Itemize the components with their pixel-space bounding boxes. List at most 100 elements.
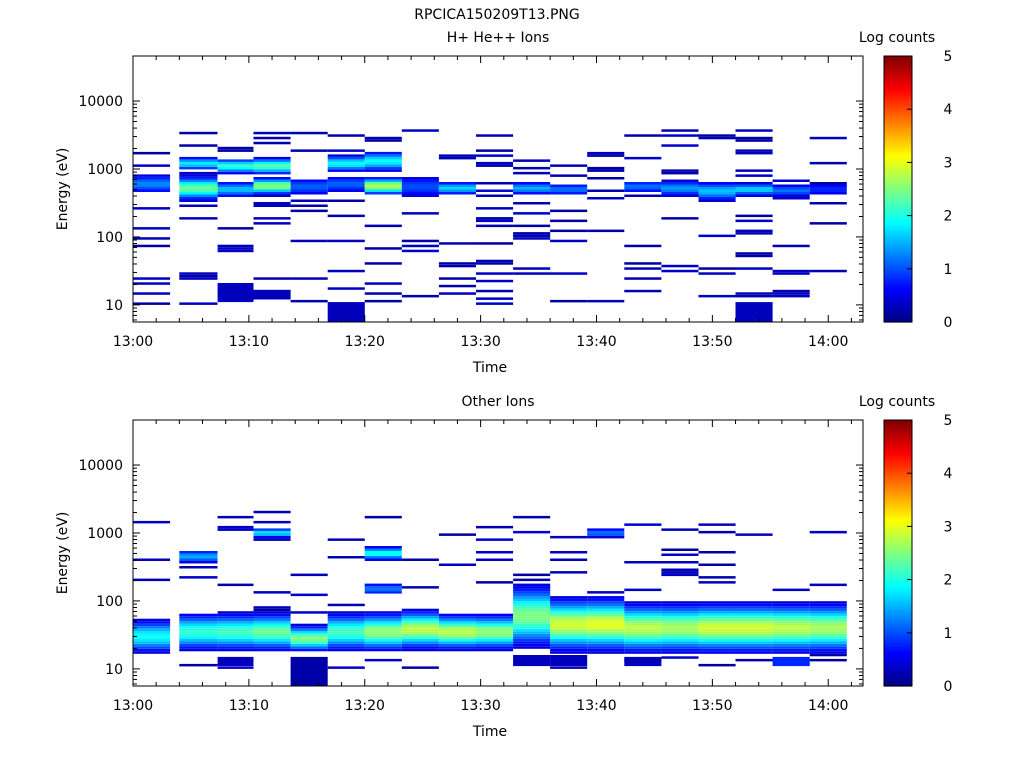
heatmap-cell	[133, 651, 171, 654]
heatmap-cell	[698, 633, 736, 637]
heatmap-cell	[735, 294, 773, 298]
heatmap-cell	[364, 139, 402, 142]
heatmap-cell	[179, 164, 218, 167]
heatmap-cell	[513, 171, 551, 175]
heatmap-cell	[133, 237, 171, 240]
heatmap-cell	[698, 621, 736, 624]
heatmap-cell	[513, 631, 551, 634]
heatmap-cell	[364, 299, 402, 303]
colorbar-segment	[884, 56, 912, 59]
colorbar-segment	[884, 80, 912, 84]
heatmap-cell	[809, 583, 847, 587]
colorbar-segment	[884, 588, 912, 592]
heatmap-cell	[550, 666, 588, 669]
heatmap-cell	[513, 588, 551, 592]
colorbar-segment	[884, 508, 912, 512]
heatmap-cells	[133, 129, 847, 322]
colorbar-segment	[884, 670, 912, 674]
colorbar-segment	[884, 420, 912, 423]
heatmap-cell	[698, 648, 736, 652]
heatmap-cell	[133, 623, 171, 627]
heatmap-cell	[364, 282, 402, 285]
heatmap-cell	[364, 626, 402, 629]
heatmap-cell	[661, 633, 699, 637]
colorbar-segment	[884, 446, 912, 450]
heatmap-cell	[735, 641, 773, 644]
heatmap-cell	[587, 626, 625, 629]
heatmap-cell	[698, 646, 736, 649]
heatmap-cell	[133, 179, 171, 182]
heatmap-cell	[179, 166, 218, 170]
heatmap-cell	[476, 189, 514, 192]
heatmap-cell	[735, 616, 773, 619]
colorbar-segment	[884, 490, 912, 494]
heatmap-cell	[772, 623, 810, 627]
heatmap-cell	[364, 621, 402, 624]
heatmap-cell	[401, 586, 439, 589]
heatmap-cell	[179, 648, 218, 652]
colorbar-segment	[884, 228, 912, 232]
heatmap-cell	[587, 154, 625, 157]
heatmap-cell	[735, 613, 773, 617]
colorbar-segment	[884, 191, 912, 195]
heatmap-cell	[476, 164, 514, 167]
heatmap-cell	[476, 616, 514, 619]
colorbar-segment	[884, 668, 912, 672]
heatmap-cell	[179, 199, 218, 202]
heatmap-cell	[809, 613, 847, 617]
heatmap-cell	[133, 227, 171, 230]
heatmap-cell	[179, 566, 218, 569]
heatmap-cell	[624, 523, 662, 526]
heatmap-cell	[772, 289, 810, 293]
heatmap-cell	[661, 171, 699, 175]
heatmap-cell	[438, 643, 476, 647]
heatmap-cell	[624, 187, 662, 190]
heatmap-cell	[735, 192, 773, 195]
x-tick-label: 13:10	[229, 698, 269, 714]
heatmap-block	[327, 302, 365, 322]
heatmap-cell	[661, 651, 699, 654]
heatmap-cell	[364, 613, 402, 617]
heatmap-cell	[253, 277, 291, 280]
heatmap-cell	[438, 262, 476, 265]
heatmap-cell	[661, 129, 699, 132]
heatmap-cell	[217, 187, 254, 190]
heatmap-cell	[476, 618, 514, 622]
heatmap-cell	[772, 626, 810, 629]
heatmap-cell	[364, 623, 402, 627]
heatmap-cell	[290, 209, 328, 213]
heatmap-cell	[624, 618, 662, 622]
heatmap-cell	[513, 578, 551, 582]
heatmap-cell	[698, 626, 736, 629]
heatmap-cell	[661, 656, 699, 659]
heatmap-cell	[550, 603, 588, 607]
heatmap-cell	[698, 643, 736, 647]
heatmap-cell	[735, 633, 773, 637]
heatmap-cell	[809, 641, 847, 644]
heatmap-cell	[772, 643, 810, 647]
heatmap-cell	[698, 187, 736, 190]
colorbar-segment	[884, 493, 912, 496]
heatmap-cell	[587, 611, 625, 614]
panel-title: Other Ions	[461, 394, 534, 410]
x-tick-label: 13:50	[692, 334, 732, 350]
heatmap-cell	[217, 189, 254, 192]
heatmap-cell	[513, 601, 551, 604]
heatmap-cell	[772, 194, 810, 197]
heatmap-cell	[587, 641, 625, 644]
heatmap-cell	[364, 611, 402, 614]
heatmap-cell	[476, 207, 514, 210]
heatmap-cell	[476, 289, 514, 293]
heatmap-cell	[809, 161, 847, 165]
heatmap-cell	[217, 171, 254, 175]
heatmap-cell	[217, 244, 254, 248]
colorbar-segment	[884, 426, 912, 430]
heatmap-cell	[217, 247, 254, 250]
heatmap-cell	[809, 189, 847, 192]
heatmap-cell	[133, 618, 171, 622]
colorbar-segment	[884, 648, 912, 652]
heatmap-cell	[698, 606, 736, 609]
x-tick-label: 13:40	[576, 334, 616, 350]
heatmap-cell	[624, 244, 662, 248]
heatmap-cell	[327, 613, 365, 617]
